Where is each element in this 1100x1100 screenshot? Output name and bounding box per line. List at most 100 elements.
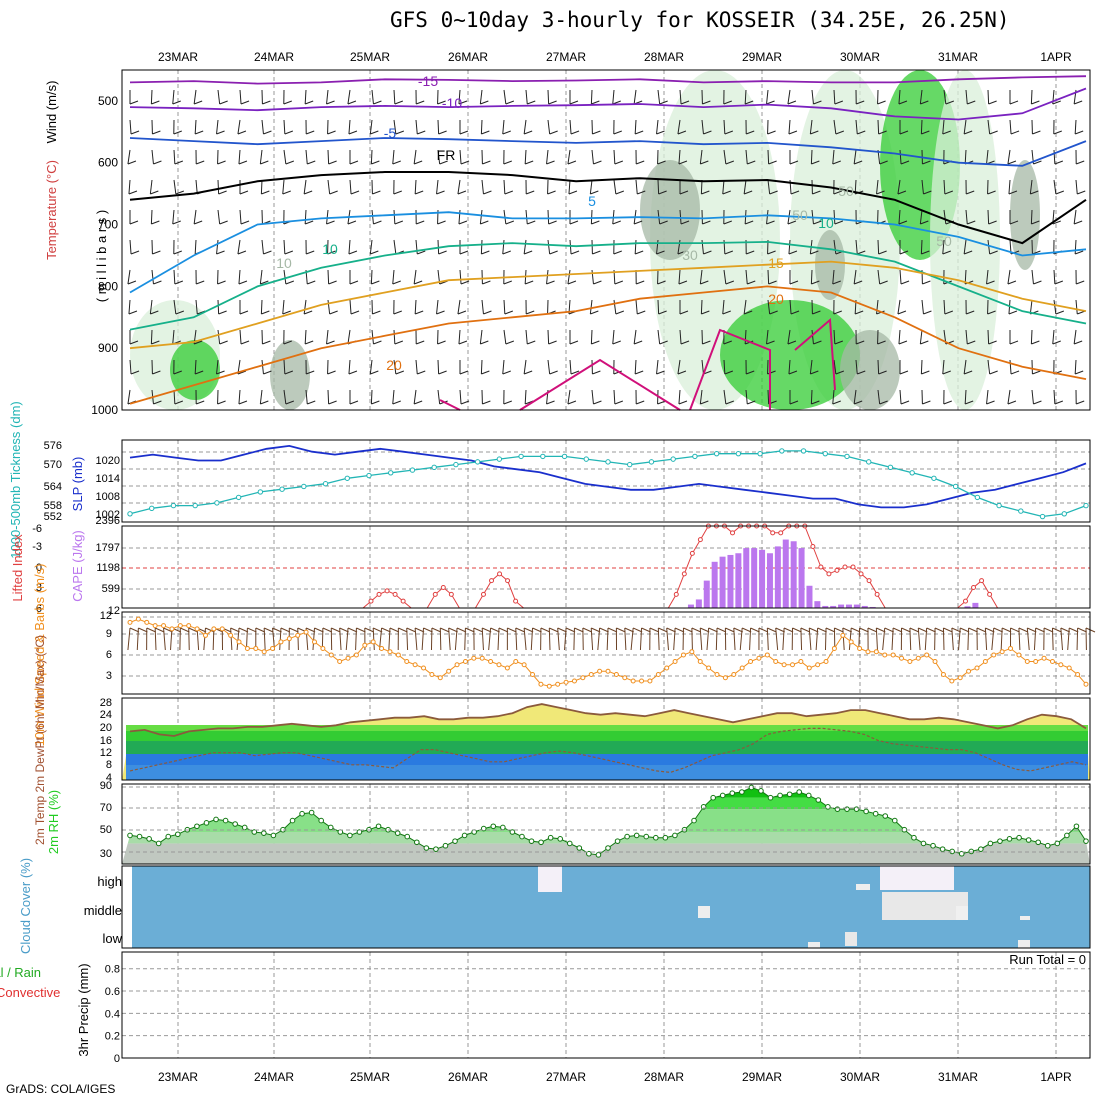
wind-barb: [347, 329, 351, 345]
wind-barb-flag: [1054, 400, 1064, 405]
wind-barb-flag: [722, 190, 731, 195]
thickness-point: [1083, 502, 1089, 509]
wind-barb-flag: [636, 400, 645, 405]
surface-wind-barb-flag: [523, 627, 534, 633]
wind-barb-flag: [570, 250, 580, 255]
wind-barb-flag: [921, 370, 930, 375]
wind-barb: [457, 179, 461, 195]
wind-barb-flag: [679, 190, 689, 195]
wind-barb-flag: [722, 310, 731, 315]
wind-barb-flag: [898, 340, 908, 345]
surface-wind-barb-flag: [431, 627, 442, 633]
surface-wind-barb-flag: [1001, 627, 1012, 633]
wind-barb-flag: [592, 130, 601, 135]
wind-barb: [965, 329, 968, 345]
surface-wind-barb: [606, 627, 609, 651]
wind-barb: [766, 89, 769, 105]
wind-barb: [766, 329, 769, 345]
wind-barb: [943, 209, 947, 225]
wind-barb: [348, 359, 351, 375]
wind-barb: [987, 329, 990, 345]
wind-barb-flag: [436, 310, 445, 315]
wind-barb: [877, 389, 881, 405]
wind-barb: [677, 359, 681, 375]
wind-barb-flag: [373, 220, 382, 225]
wind-barb-flag: [769, 310, 778, 315]
wind-barb-flag: [459, 130, 469, 135]
wind-barb: [613, 179, 617, 195]
lifted-index-point: [489, 578, 495, 584]
wind-barb: [327, 389, 330, 405]
thickness-point: [540, 453, 546, 460]
lifted-index-point: [673, 591, 679, 597]
lifted-index-point: [778, 530, 784, 536]
surface-wind-barbs: [127, 627, 1096, 651]
surface-wind-barb: [488, 627, 492, 651]
wind-barb-flag: [877, 340, 886, 345]
wind-barb-flag: [524, 160, 534, 165]
wind-barb: [348, 239, 351, 255]
date-label-bottom: 30MAR: [840, 1070, 880, 1084]
wind-barb: [963, 239, 967, 255]
wind-barb-flag: [725, 280, 735, 285]
wind-barb-flag: [1073, 220, 1083, 225]
wind-barb-flag: [261, 190, 270, 195]
surface-wind-barb-flag: [205, 627, 215, 633]
wind-barb-flag: [1033, 160, 1042, 165]
wind-barb: [899, 269, 902, 285]
wind-barb: [634, 119, 637, 135]
rh-point: [261, 830, 267, 836]
precip-tick-label: 0.2: [105, 1031, 120, 1043]
wind-barb: [172, 209, 175, 225]
wind-speed-point: [706, 665, 712, 671]
wind-barb-flag: [285, 160, 295, 165]
wind-barb-flag: [217, 280, 226, 285]
date-label-bottom: 23MAR: [158, 1070, 198, 1084]
precip-legend-convective: Convective: [0, 985, 60, 1000]
rh-point: [490, 823, 497, 830]
wind-barb: [458, 209, 461, 225]
wind-barb-flag: [372, 190, 381, 195]
surface-wind-barb: [236, 627, 240, 651]
surface-wind-barb-flag: [406, 627, 416, 633]
wind-speed-point: [320, 645, 326, 651]
wind-barb-flag: [523, 250, 533, 255]
wind-barb-flag: [327, 250, 336, 255]
wind-barb-flag: [856, 100, 865, 105]
wind-barb-flag: [175, 310, 185, 315]
lifted-index-point: [866, 578, 872, 584]
wind-barb-flag: [460, 160, 470, 165]
wind-barb-flag: [963, 130, 973, 135]
wind-barb-flag: [527, 340, 536, 345]
cape-bar: [830, 605, 837, 608]
wind-barb: [436, 179, 439, 195]
surface-wind-barb-flag: [381, 627, 391, 633]
wind-barb: [1007, 389, 1011, 405]
wind-barb: [480, 239, 483, 255]
rh-point: [939, 846, 946, 852]
rh-tick-label: 70: [100, 802, 112, 814]
wind-barb-flag: [768, 280, 777, 285]
thickness-point: [149, 505, 155, 512]
rh-point: [662, 834, 669, 841]
wind-speed-point: [152, 623, 158, 629]
isotherm-15: [129, 260, 1087, 350]
wind-barb: [523, 119, 527, 135]
surface-wind-barb: [842, 627, 845, 651]
rh-point: [509, 829, 516, 835]
wind-barb-flag: [239, 310, 249, 315]
wind-barb: [833, 89, 836, 105]
rh-point: [978, 846, 984, 852]
thickness-point: [952, 483, 959, 490]
surface-wind-barb-flag: [1027, 627, 1037, 633]
wind-barb-flag: [395, 370, 405, 375]
rh-point: [557, 836, 564, 842]
cape-bar: [703, 580, 710, 608]
wind-barb-flag: [347, 220, 357, 225]
surface-wind-barb: [991, 627, 995, 651]
wind-barb-flag: [678, 160, 688, 165]
wind-barb: [679, 209, 682, 225]
wind-speed-point: [211, 626, 217, 632]
wind-speed-point: [169, 626, 175, 632]
cape-bar: [687, 604, 694, 608]
